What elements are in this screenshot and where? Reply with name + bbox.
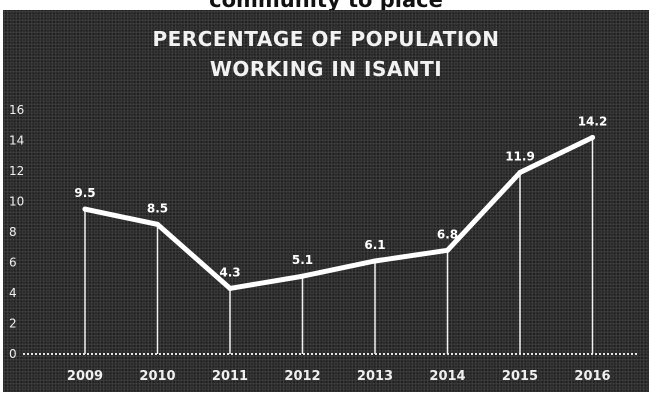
x-tick-label: 2012 [284, 369, 320, 384]
y-tick-label: 2 [9, 317, 17, 331]
data-label: 6.8 [437, 227, 458, 241]
y-tick-label: 6 [9, 256, 17, 270]
chart-title-line-1: PERCENTAGE OF POPULATION [152, 27, 500, 51]
x-tick-label: 2013 [357, 369, 393, 384]
line-chart: 0 2 4 6 8 10 12 14 16 9.5 8.5 4.3 5.1 6.1 6.8 11.9 14.2 2… [9, 103, 639, 384]
chart-title-line-2: WORKING IN ISANTI [209, 57, 443, 81]
data-label: 11.9 [505, 150, 535, 164]
y-tick-label: 4 [9, 286, 17, 300]
data-label: 14.2 [578, 114, 608, 128]
x-tick-label: 2015 [502, 369, 538, 384]
data-point [372, 258, 378, 264]
data-point [82, 206, 88, 212]
chart-panel: PERCENTAGE OF POPULATION WORKING IN ISAN… [3, 10, 649, 392]
data-point [300, 273, 305, 279]
data-point [445, 247, 450, 253]
cropped-heading-text: community to place [209, 0, 443, 12]
data-label: 8.5 [147, 201, 168, 215]
x-tick-label: 2014 [429, 369, 465, 384]
data-label: 6.1 [364, 238, 385, 252]
data-label: 4.3 [219, 265, 240, 279]
x-tick-label: 2016 [574, 369, 610, 384]
series-line [82, 134, 595, 291]
y-tick-label: 8 [9, 225, 17, 239]
y-tick-label: 0 [9, 347, 17, 361]
y-tick-label: 14 [9, 134, 24, 148]
data-point [590, 134, 595, 140]
y-tick-label: 12 [9, 164, 24, 178]
data-point [227, 285, 233, 291]
data-point [517, 170, 523, 176]
y-tick-label: 16 [9, 103, 24, 117]
chart-title: PERCENTAGE OF POPULATION WORKING IN ISAN… [3, 24, 649, 84]
x-tick-label: 2010 [139, 369, 175, 384]
x-tick-label: 2011 [212, 369, 248, 384]
y-tick-label: 10 [9, 195, 24, 209]
x-tick-label: 2009 [67, 369, 103, 384]
data-label: 9.5 [74, 186, 95, 200]
data-label: 5.1 [292, 253, 313, 267]
data-point [155, 221, 160, 227]
